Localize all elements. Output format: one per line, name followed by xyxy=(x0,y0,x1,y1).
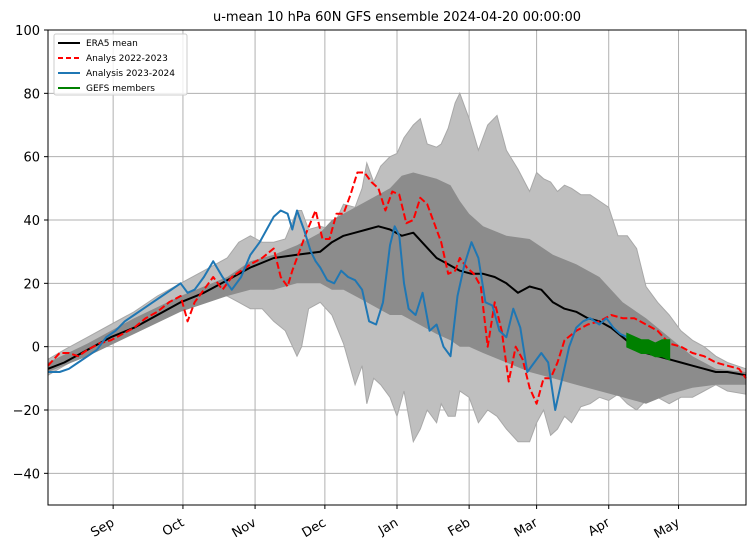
y-tick-label: 80 xyxy=(23,87,40,102)
x-axis: Sep Oct Nov Dec Jan Feb Mar Apr May xyxy=(88,505,683,542)
legend-label: GEFS members xyxy=(86,84,155,94)
x-tick-label: Oct xyxy=(160,515,187,539)
legend-label: Analys 2022-2023 xyxy=(86,54,168,64)
x-tick-label: Apr xyxy=(586,515,614,540)
y-tick-label: 100 xyxy=(15,24,40,39)
x-tick-label: Feb xyxy=(446,515,473,540)
x-tick-label: Nov xyxy=(230,515,260,541)
x-tick-label: Dec xyxy=(300,515,329,541)
legend-label: Analysis 2023-2024 xyxy=(86,69,175,79)
y-tick-label: 20 xyxy=(23,277,40,292)
x-tick-label: Sep xyxy=(88,515,117,540)
y-tick-label: 40 xyxy=(23,214,40,229)
legend: ERA5 mean Analys 2022-2023 Analysis 2023-2… xyxy=(53,33,188,96)
x-tick-label: May xyxy=(652,515,683,542)
legend-box xyxy=(53,33,188,96)
x-tick-label: Mar xyxy=(512,515,541,541)
series-analysis-2023-2024 xyxy=(48,209,628,411)
chart-title: u-mean 10 hPa 60N GFS ensemble 2024-04-2… xyxy=(213,10,581,25)
band-inner xyxy=(48,172,746,404)
y-tick-label: 60 xyxy=(23,151,40,166)
y-tick-label: −40 xyxy=(13,467,40,482)
y-tick-label: 0 xyxy=(32,341,40,356)
y-tick-label: −20 xyxy=(13,404,40,419)
series-lines xyxy=(47,171,747,411)
legend-label: ERA5 mean xyxy=(86,39,138,49)
x-tick-label: Jan xyxy=(375,515,401,539)
series-gefs-members xyxy=(626,332,671,361)
y-axis: −40 −20 0 20 40 60 80 100 xyxy=(13,24,48,482)
